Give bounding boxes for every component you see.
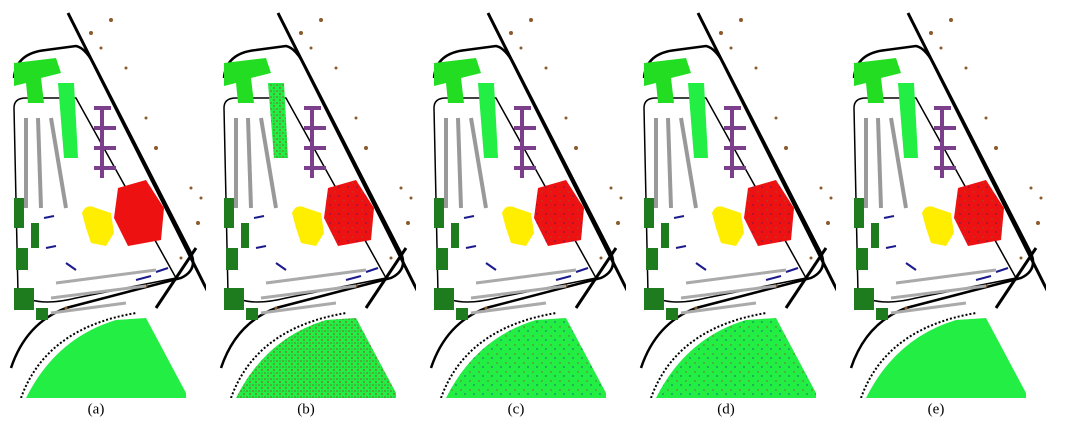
panel-a <box>11 13 211 398</box>
panel-b <box>221 13 421 398</box>
panel-label: (e) <box>928 401 945 417</box>
figure: (a) (b) (c) (d) (e) <box>0 0 1071 428</box>
panel-e <box>851 13 1051 398</box>
panel-label: (c) <box>508 401 525 417</box>
panel-d <box>641 13 841 398</box>
panel-label: (d) <box>717 401 735 417</box>
panel-label: (b) <box>297 401 315 417</box>
panel-label: (a) <box>88 401 105 417</box>
panel-c <box>431 13 631 398</box>
